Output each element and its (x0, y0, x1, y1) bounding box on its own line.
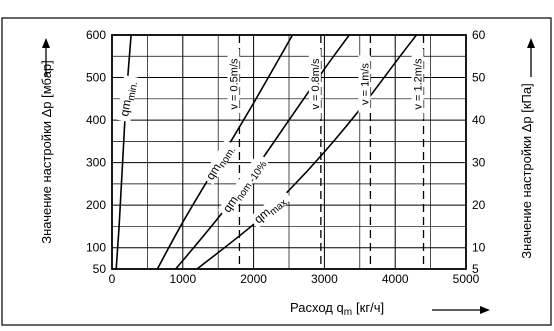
y-tick-label-left: 200 (86, 198, 106, 212)
velocity-label: v = 1.2m/s (413, 58, 425, 110)
series-line (115, 35, 132, 269)
x-axis-title-unit: [кг/ч] (356, 300, 384, 315)
y-tick-label-right: 20 (472, 198, 486, 212)
y-axis-right-title: Значение настройки Δp [кПа] (519, 83, 534, 258)
y-tick-label-right: 5 (472, 262, 479, 276)
curve-label-bg (201, 139, 238, 185)
curve-labels: v = 0.5m/s v = 0.8m/s v = 1m/s v = 1.2m/s qm… (116, 49, 425, 229)
x-tick-label: 4000 (382, 272, 409, 286)
x-tick-label: 1000 (169, 272, 196, 286)
figure-border (1, 17, 552, 326)
x-tick-label: 5000 (453, 272, 480, 286)
x-tick-label: 2000 (240, 272, 267, 286)
tick-labels: 0 1000 2000 3000 4000 5000 50 100 200 300 400 500 60… (86, 28, 486, 286)
velocity-label-bg (308, 49, 321, 119)
series-line (175, 35, 350, 269)
x-axis-title-main: Расход q (290, 300, 344, 315)
y-tick-label-left: 300 (86, 156, 106, 170)
y-tick-label-left: 400 (86, 113, 106, 127)
curve-label: qmmin. (117, 80, 140, 118)
x-axis-arrow (432, 306, 490, 314)
velocity-label-bg (227, 49, 240, 119)
y-tick-label-right: 30 (472, 156, 486, 170)
curve-label-bg (248, 188, 293, 229)
velocity-label-bg (411, 49, 424, 119)
y-tick-label-left: 100 (86, 241, 106, 255)
y-axis-right-arrow (527, 38, 535, 77)
y-tick-label-right: 50 (472, 71, 486, 85)
velocity-label-bg (358, 55, 371, 113)
curve-label-main: qm (117, 99, 134, 118)
velocity-label: v = 0.5m/s (228, 58, 240, 110)
series-curves (115, 35, 418, 269)
y-tick-label-left: 50 (93, 262, 107, 276)
x-tick-label: 0 (109, 272, 116, 286)
x-axis-title: Расход qm [кг/ч] (290, 300, 384, 318)
plot-frame (111, 34, 467, 270)
y-tick-label-right: 40 (472, 113, 486, 127)
curve-label-sub: min. (126, 81, 140, 102)
curve-label-bg (116, 75, 138, 123)
velocity-label: v = 1m/s (359, 63, 371, 105)
velocity-label: v = 0.8m/s (310, 58, 322, 110)
y-tick-label-left: 500 (86, 71, 106, 85)
curve-label-bg (217, 152, 270, 219)
y-tick-label-right: 10 (472, 241, 486, 255)
y-tick-label-right: 60 (472, 28, 486, 42)
x-axis-title-sub: m (344, 307, 352, 318)
y-axis-left-title: Значение настройки Δp [мбар] (39, 60, 54, 244)
x-tick-label: 3000 (311, 272, 338, 286)
y-tick-label-left: 600 (86, 28, 106, 42)
series-line (196, 35, 418, 269)
y-axis-left-arrow (42, 38, 50, 77)
